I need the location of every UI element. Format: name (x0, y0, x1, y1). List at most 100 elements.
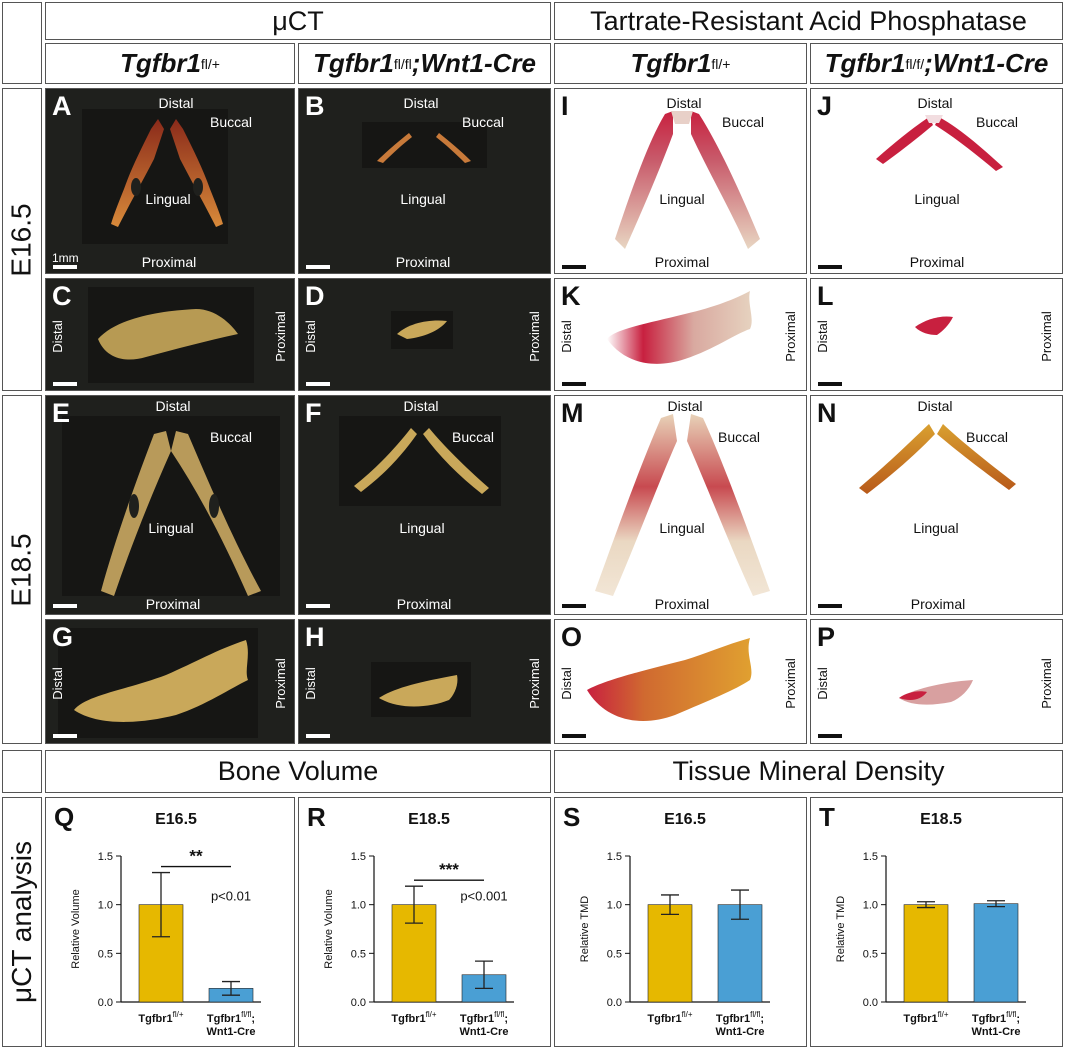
panel-a: A Distal Buccal Lingual Proximal 1mm (45, 88, 295, 274)
mandible-uct-a (111, 119, 223, 227)
mandible-trap-m (595, 414, 770, 596)
y-axis-label: Relative Volume (70, 889, 82, 969)
chart-t: T E18.5 0.0 0.5 1.0 1.5 Relative TMD Tgfbr1fl/+… (810, 797, 1063, 1047)
y-tick-label: 1.0 (98, 900, 113, 912)
x-tick-label-line2: Wnt1-Cre (460, 1026, 509, 1038)
mandible-uct-b (377, 133, 471, 163)
mandible-trap-p (899, 680, 973, 705)
panel-p: P Distal Proximal (810, 619, 1063, 744)
row-label-analysis: μCT analysis (2, 797, 42, 1047)
y-tick-label: 1.5 (98, 851, 113, 863)
panel-f: F Distal Buccal Lingual Proximal (298, 395, 551, 615)
y-tick-label: 0.0 (351, 997, 366, 1009)
mandible-uct-f (354, 428, 489, 494)
panel-b: B Distal Buccal Lingual Proximal (298, 88, 551, 274)
panel-g: G Distal Proximal (45, 619, 295, 744)
panel-e: E Distal Buccal Lingual Proximal (45, 395, 295, 615)
mandible-trap-j (876, 115, 1003, 171)
panel-letter: R (307, 802, 326, 832)
x-tick-label: Tgfbr1fl/fl; (716, 1010, 764, 1025)
panel-i: I Distal Buccal Lingual Proximal (554, 88, 807, 274)
x-tick-label: Tgfbr1fl/fl; (207, 1010, 255, 1025)
corner-cell-top (2, 2, 42, 84)
chart-s: S E16.5 0.0 0.5 1.0 1.5 Relative TMD Tgfbr1fl/+… (554, 797, 807, 1047)
panel-j: J Distal Buccal Lingual Proximal (810, 88, 1063, 274)
bar (903, 904, 949, 1003)
row-label-e185: E18.5 (2, 395, 42, 744)
y-tick-label: 0.0 (607, 997, 622, 1009)
x-tick-label: Tgfbr1fl/+ (903, 1010, 948, 1025)
x-tick-label: Tgfbr1fl/fl; (972, 1010, 1020, 1025)
subheader-trap-control: Tgfbr1 fl/+ (554, 43, 807, 84)
bar (973, 903, 1019, 1003)
y-tick-label: 1.0 (351, 900, 366, 912)
y-axis-label: Relative Volume (323, 889, 335, 969)
panel-n: N Distal Buccal Lingual Proximal (810, 395, 1063, 615)
panel-m: M Distal Buccal Lingual Proximal (554, 395, 807, 615)
x-tick-label: Tgfbr1fl/+ (647, 1010, 692, 1025)
subheader-trap-mutant: Tgfbr1 fl/f/;Wnt1-Cre (810, 43, 1063, 84)
mandible-uct-c (98, 309, 238, 360)
y-axis-label: Relative TMD (579, 896, 591, 962)
chart-title: E18.5 (408, 811, 450, 828)
mandible-uct-h (379, 675, 458, 707)
y-tick-label: 1.5 (863, 851, 878, 863)
bar (717, 904, 763, 1003)
x-tick-label: Tgfbr1fl/+ (391, 1010, 436, 1025)
y-tick-label: 0.5 (607, 948, 622, 960)
x-tick-label-line2: Wnt1-Cre (207, 1026, 256, 1038)
p-value: p<0.01 (211, 889, 251, 904)
subheader-uct-control: Tgfbr1 fl/+ (45, 43, 295, 84)
y-tick-label: 1.5 (351, 851, 366, 863)
corner-cell-analysis (2, 750, 42, 793)
mandible-uct-e (101, 431, 261, 596)
panel-c: C Distal Proximal (45, 278, 295, 391)
mandible-trap-n (859, 424, 1016, 494)
panel-letter: A (52, 91, 72, 121)
x-tick-label-line2: Wnt1-Cre (716, 1026, 765, 1038)
chart-title: E16.5 (155, 811, 197, 828)
chart-r: R E18.5 0.0 0.5 1.0 1.5 Relative Volume Tgfbr1f… (298, 797, 551, 1047)
header-tmd: Tissue Mineral Density (554, 750, 1063, 793)
scale-label: 1mm (52, 251, 79, 265)
panel-o: O Distal Proximal (554, 619, 807, 744)
chart-q: Q E16.5 0.0 0.5 1.0 1.5 Relative Volume Tgfbr1f… (45, 797, 295, 1047)
panel-k: K Distal Proximal (554, 278, 807, 391)
panel-h: H Distal Proximal (298, 619, 551, 744)
header-uct: μCT (45, 2, 551, 40)
panel-d: D Distal Proximal (298, 278, 551, 391)
mandible-trap-o (587, 638, 752, 722)
chart-title: E18.5 (920, 811, 962, 828)
panel-letter: S (563, 802, 580, 832)
mandible-uct-d (397, 320, 447, 339)
mandible-trap-k (607, 291, 752, 364)
chart-title: E16.5 (664, 811, 706, 828)
y-tick-label: 0.0 (98, 997, 113, 1009)
panel-letter: Q (54, 802, 74, 832)
y-tick-label: 0.5 (863, 948, 878, 960)
x-tick-label: Tgfbr1fl/fl; (460, 1010, 508, 1025)
subheader-uct-mutant: Tgfbr1 fl/fl ;Wnt1-Cre (298, 43, 551, 84)
x-tick-label-line2: Wnt1-Cre (972, 1026, 1021, 1038)
mandible-trap-l (915, 316, 953, 335)
panel-l: L Distal Proximal (810, 278, 1063, 391)
y-tick-label: 0.5 (351, 948, 366, 960)
row-label-e165: E16.5 (2, 88, 42, 391)
p-value: p<0.001 (460, 889, 507, 904)
mandible-trap-i (615, 111, 760, 249)
mandible-uct-g (74, 640, 248, 722)
x-tick-label: Tgfbr1fl/+ (138, 1010, 183, 1025)
y-tick-label: 1.0 (607, 900, 622, 912)
y-tick-label: 1.0 (863, 900, 878, 912)
header-bone-volume: Bone Volume (45, 750, 551, 793)
bar (647, 904, 693, 1003)
significance-stars: ** (189, 847, 203, 866)
y-tick-label: 0.5 (98, 948, 113, 960)
y-tick-label: 1.5 (607, 851, 622, 863)
scale-bar (53, 265, 77, 269)
y-axis-label: Relative TMD (835, 896, 847, 962)
significance-stars: *** (439, 860, 459, 879)
y-tick-label: 0.0 (863, 997, 878, 1009)
header-trap: Tartrate-Resistant Acid Phosphatase (554, 2, 1063, 40)
panel-letter: T (819, 802, 835, 832)
